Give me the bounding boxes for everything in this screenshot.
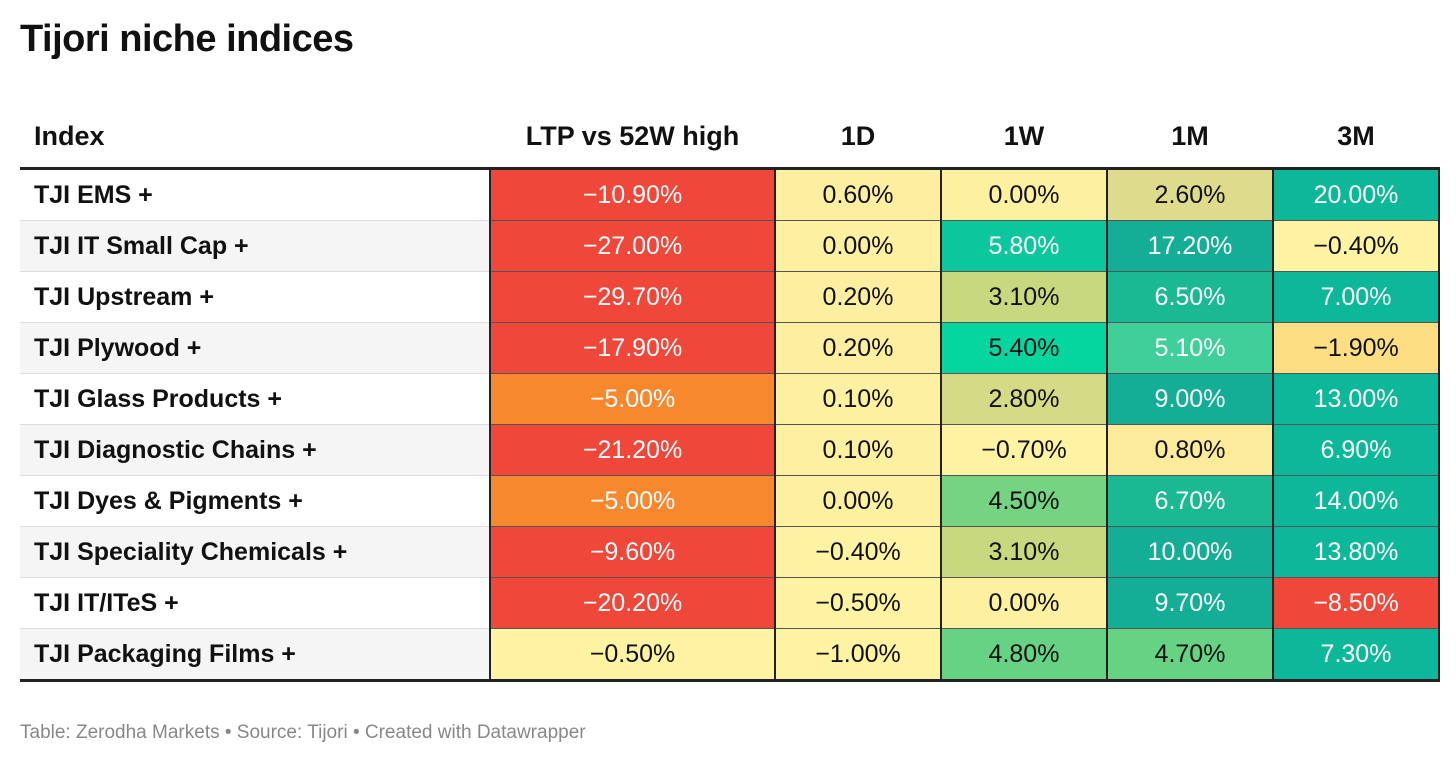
- table-header: Index LTP vs 52W high 1D 1W 1M 3M: [20, 105, 1439, 170]
- table-row: TJI Packaging Films + −0.50% −1.00% 4.80% 4.…: [20, 628, 1440, 682]
- cell-1m: 2.60%: [1106, 168, 1274, 221]
- cell-1w: 4.80%: [940, 628, 1108, 682]
- cell-1m: 6.70%: [1106, 475, 1274, 527]
- chart-title: Tijori niche indices: [20, 18, 354, 60]
- table-row: TJI Upstream + −29.70% 0.20% 3.10% 6.50% 7.00…: [20, 271, 1440, 323]
- index-name-cell: TJI IT Small Cap +: [20, 220, 491, 272]
- heatmap-table: Index LTP vs 52W high 1D 1W 1M 3M TJI EM…: [20, 105, 1440, 682]
- cell-1m: 4.70%: [1106, 628, 1274, 682]
- header-3m: 3M: [1273, 105, 1439, 170]
- cell-1m: 17.20%: [1106, 220, 1274, 272]
- cell-1w: 5.80%: [940, 220, 1108, 272]
- cell-1m: 9.70%: [1106, 577, 1274, 629]
- cell-1d: 0.20%: [774, 271, 942, 323]
- cell-3m: 7.30%: [1272, 628, 1440, 682]
- cell-1m: 0.80%: [1106, 424, 1274, 476]
- cell-ltp-vs-52w-high: −10.90%: [489, 168, 776, 221]
- cell-1w: 5.40%: [940, 322, 1108, 374]
- header-1d: 1D: [775, 105, 941, 170]
- cell-1w: 4.50%: [940, 475, 1108, 527]
- cell-1d: 0.10%: [774, 424, 942, 476]
- index-name-cell: TJI Packaging Films +: [20, 628, 491, 682]
- cell-ltp-vs-52w-high: −5.00%: [489, 373, 776, 425]
- cell-1d: 0.60%: [774, 168, 942, 221]
- cell-1w: 2.80%: [940, 373, 1108, 425]
- cell-1d: 0.00%: [774, 475, 942, 527]
- cell-1m: 10.00%: [1106, 526, 1274, 578]
- table-row: TJI Plywood + −17.90% 0.20% 5.40% 5.10% −1.90…: [20, 322, 1440, 374]
- cell-1m: 9.00%: [1106, 373, 1274, 425]
- index-name-cell: TJI Glass Products +: [20, 373, 491, 425]
- cell-1w: −0.70%: [940, 424, 1108, 476]
- index-name-cell: TJI Dyes & Pigments +: [20, 475, 491, 527]
- cell-3m: 6.90%: [1272, 424, 1440, 476]
- source-footer: Table: Zerodha Markets • Source: Tijori …: [20, 722, 586, 743]
- cell-1d: −0.40%: [774, 526, 942, 578]
- cell-1m: 5.10%: [1106, 322, 1274, 374]
- cell-3m: 13.00%: [1272, 373, 1440, 425]
- cell-3m: 7.00%: [1272, 271, 1440, 323]
- cell-ltp-vs-52w-high: −17.90%: [489, 322, 776, 374]
- cell-1w: 3.10%: [940, 526, 1108, 578]
- cell-ltp-vs-52w-high: −5.00%: [489, 475, 776, 527]
- cell-ltp-vs-52w-high: −0.50%: [489, 628, 776, 682]
- table-row: TJI IT Small Cap + −27.00% 0.00% 5.80% 17.20…: [20, 220, 1440, 272]
- header-ltp-vs-52w-high: LTP vs 52W high: [490, 105, 775, 170]
- cell-1w: 0.00%: [940, 577, 1108, 629]
- table-row: TJI Diagnostic Chains + −21.20% 0.10% −0.70…: [20, 424, 1440, 476]
- cell-1d: −1.00%: [774, 628, 942, 682]
- cell-3m: −1.90%: [1272, 322, 1440, 374]
- cell-1w: 0.00%: [940, 168, 1108, 221]
- table-row: TJI Glass Products + −5.00% 0.10% 2.80% 9.00…: [20, 373, 1440, 425]
- cell-ltp-vs-52w-high: −29.70%: [489, 271, 776, 323]
- cell-3m: −8.50%: [1272, 577, 1440, 629]
- cell-1m: 6.50%: [1106, 271, 1274, 323]
- cell-1d: −0.50%: [774, 577, 942, 629]
- cell-3m: 13.80%: [1272, 526, 1440, 578]
- header-index: Index: [20, 105, 490, 170]
- cell-1w: 3.10%: [940, 271, 1108, 323]
- cell-1d: 0.20%: [774, 322, 942, 374]
- cell-3m: 14.00%: [1272, 475, 1440, 527]
- cell-ltp-vs-52w-high: −9.60%: [489, 526, 776, 578]
- index-name-cell: TJI Upstream +: [20, 271, 491, 323]
- cell-ltp-vs-52w-high: −21.20%: [489, 424, 776, 476]
- index-name-cell: TJI Plywood +: [20, 322, 491, 374]
- cell-1d: 0.10%: [774, 373, 942, 425]
- header-row: Index LTP vs 52W high 1D 1W 1M 3M: [20, 105, 1439, 170]
- table-row: TJI IT/ITeS + −20.20% −0.50% 0.00% 9.70% −8.5…: [20, 577, 1440, 629]
- index-name-cell: TJI Speciality Chemicals +: [20, 526, 491, 578]
- header-1w: 1W: [941, 105, 1107, 170]
- index-name-cell: TJI IT/ITeS +: [20, 577, 491, 629]
- table-row: TJI EMS + −10.90% 0.60% 0.00% 2.60% 20.00%: [20, 168, 1440, 221]
- table-body: TJI EMS + −10.90% 0.60% 0.00% 2.60% 20.00% TJI…: [20, 168, 1440, 682]
- cell-3m: 20.00%: [1272, 168, 1440, 221]
- index-name-cell: TJI Diagnostic Chains +: [20, 424, 491, 476]
- table-row: TJI Speciality Chemicals + −9.60% −0.40% 3.…: [20, 526, 1440, 578]
- header-1m: 1M: [1107, 105, 1273, 170]
- table-row: TJI Dyes & Pigments + −5.00% 0.00% 4.50% 6.7…: [20, 475, 1440, 527]
- cell-ltp-vs-52w-high: −20.20%: [489, 577, 776, 629]
- cell-3m: −0.40%: [1272, 220, 1440, 272]
- index-name-cell: TJI EMS +: [20, 168, 491, 221]
- cell-1d: 0.00%: [774, 220, 942, 272]
- cell-ltp-vs-52w-high: −27.00%: [489, 220, 776, 272]
